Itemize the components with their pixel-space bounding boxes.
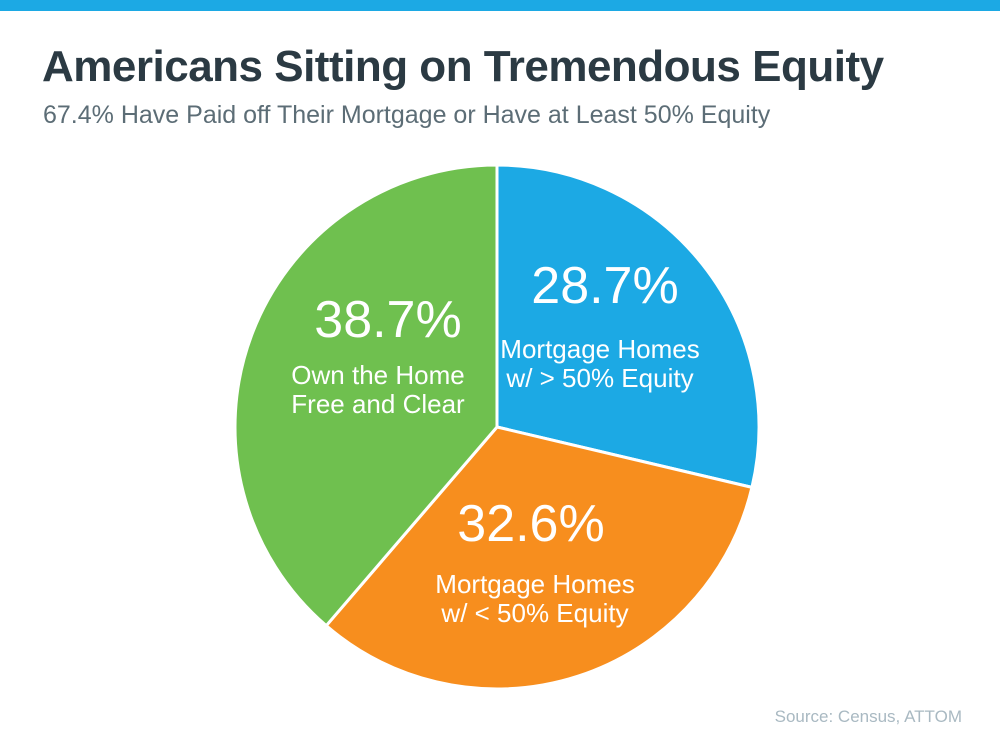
page-subtitle: 67.4% Have Paid off Their Mortgage or Ha… bbox=[43, 101, 771, 129]
pie-chart bbox=[233, 163, 761, 691]
pie-slice-mortgage-homes-gt-50-equity bbox=[495, 163, 761, 489]
slice-caption-line: Mortgage Homes bbox=[435, 569, 635, 599]
slice-value-mortgage-homes-gt-50-equity: 28.7% bbox=[531, 257, 679, 315]
slice-caption-line: w/ < 50% Equity bbox=[441, 598, 629, 628]
slice-caption-line: Mortgage Homes bbox=[500, 334, 700, 364]
slice-caption-line: Free and Clear bbox=[291, 389, 465, 419]
pie-slice-own-home-free-and-clear bbox=[233, 163, 499, 628]
slice-value-own-home-free-and-clear: 38.7% bbox=[314, 291, 462, 349]
slice-value-mortgage-homes-lt-50-equity: 32.6% bbox=[457, 495, 605, 553]
slice-caption-mortgage-homes-lt-50-equity: Mortgage Homes w/ < 50% Equity bbox=[435, 570, 634, 628]
pie-slice-mortgage-homes-lt-50-equity bbox=[324, 425, 754, 691]
source-attribution: Source: Census, ATTOM bbox=[774, 707, 962, 726]
top-accent-bar bbox=[0, 0, 1000, 11]
page-title: Americans Sitting on Tremendous Equity bbox=[42, 42, 884, 91]
slice-caption-line: w/ > 50% Equity bbox=[506, 363, 694, 393]
slice-caption-line: Own the Home bbox=[291, 360, 465, 390]
slice-caption-mortgage-homes-gt-50-equity: Mortgage Homes w/ > 50% Equity bbox=[500, 335, 699, 393]
slice-caption-own-home-free-and-clear: Own the Home Free and Clear bbox=[291, 361, 464, 419]
